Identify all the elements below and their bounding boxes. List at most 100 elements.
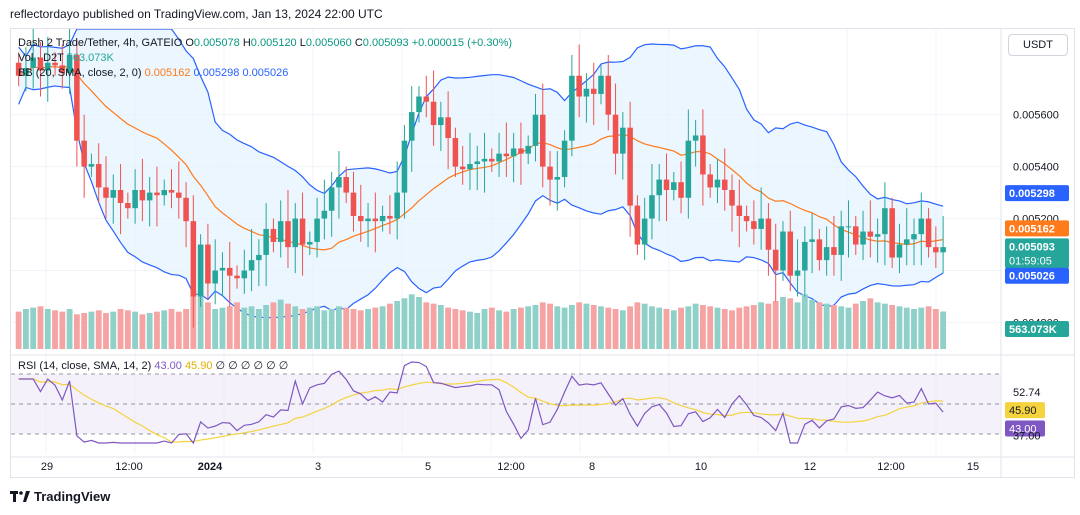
volume-bar [44, 309, 51, 349]
volume-bar [889, 305, 896, 349]
candle-body [452, 138, 459, 167]
volume-bar [663, 309, 670, 349]
candle-body [95, 164, 102, 188]
candle-body [219, 267, 226, 271]
tradingview-brand[interactable]: TradingView [10, 489, 110, 504]
candle-body [343, 177, 349, 193]
candle-body [474, 161, 481, 165]
candle-body [823, 247, 830, 261]
candle-body [547, 166, 553, 180]
bb-upper-line [18, 28, 944, 207]
volume-bar [510, 309, 517, 349]
legend-vol-value: 563.073K [66, 52, 114, 64]
candle-body [336, 177, 342, 188]
volume-bar [30, 307, 37, 349]
last-price-text: 0.005093 [1009, 241, 1055, 253]
candle-body [838, 226, 844, 255]
candle-body [751, 221, 757, 229]
volume-bar [248, 306, 255, 349]
volume-bar [823, 303, 830, 349]
candle-body [285, 221, 291, 248]
candle-body [226, 267, 233, 276]
bb-upper-badge [1005, 185, 1069, 202]
candle-body [161, 190, 167, 196]
volume-bar [925, 306, 932, 349]
candle-body [678, 182, 684, 198]
currency-button[interactable]: USDT [1008, 34, 1068, 56]
volume-bar [641, 303, 648, 349]
volume-bar [161, 310, 168, 349]
volume-bar [758, 302, 765, 349]
candle-body [467, 164, 473, 170]
chart-frame[interactable]: 0.0056000.0054000.0052000.0048000.005298… [10, 28, 1075, 478]
volume-bar [37, 306, 44, 349]
candle-body [714, 179, 721, 188]
volume-bar [95, 310, 102, 349]
legend-o-label: O [185, 37, 194, 49]
candle-body [197, 244, 204, 297]
candle-body [612, 114, 619, 154]
volume-bar [372, 307, 379, 349]
candle-body [234, 275, 240, 279]
legend-c-label: C [354, 37, 363, 49]
legend-rsi-row[interactable]: RSI (14, close, SMA, 14, 2) 43.00 45.90 … [18, 359, 288, 372]
candle-body [445, 117, 451, 139]
bb-mid-badge-text: 0.005162 [1009, 223, 1055, 235]
time-tick-label: 29 [41, 461, 53, 473]
volume-bar [474, 313, 481, 349]
volume-bar [743, 306, 750, 349]
volume-bar [911, 309, 917, 349]
legend-vol-row[interactable]: Vol · D2T 563.073K [18, 51, 512, 66]
volume-bar [787, 298, 794, 349]
volume-bar [845, 307, 852, 349]
legend-o: 0.005078 [193, 37, 240, 49]
volume-bar [226, 306, 233, 349]
candle-body [831, 247, 837, 255]
candle-body [729, 190, 735, 206]
legend-symbol-row[interactable]: Dash 2 Trade/Tether, 4h, GATEIO O0.00507… [18, 36, 512, 51]
volume-bar [263, 305, 270, 349]
last-price-badge [1005, 238, 1069, 269]
volume-bar [467, 311, 473, 349]
candle-body [59, 65, 66, 74]
candle-body [649, 195, 655, 219]
candle-body [292, 218, 299, 248]
candle-body [860, 231, 866, 245]
candle-body [802, 241, 808, 271]
candle-body [590, 88, 597, 94]
volume-bar [518, 307, 524, 349]
candle-body [685, 140, 692, 198]
candle-body [903, 239, 910, 245]
volume-bar [903, 307, 910, 349]
volume-bar [408, 294, 415, 349]
candle-body [438, 117, 444, 126]
volume-bar [634, 302, 641, 349]
volume-bar [765, 303, 772, 349]
candle-body [743, 215, 750, 222]
candle-body [358, 215, 364, 222]
volume-bar [321, 310, 328, 349]
candle-body [656, 179, 662, 196]
volume-bar [343, 307, 350, 349]
volume-bar [736, 307, 743, 349]
volume-bar [852, 303, 859, 349]
volume-bar [496, 310, 502, 349]
volume-bar [401, 298, 408, 349]
volume-bar [692, 303, 699, 349]
candle-body [510, 148, 517, 157]
legend-bb-row[interactable]: BB (20, SMA, close, 2, 0) 0.005162 0.005… [18, 66, 512, 81]
volume-bars [15, 289, 947, 349]
candle-body [401, 140, 408, 193]
volume-bar [794, 302, 801, 349]
volume-bar [314, 306, 321, 349]
legend-l-label: L [299, 37, 306, 49]
candle-body [765, 218, 772, 250]
volume-bar [59, 311, 66, 349]
volume-bar [568, 305, 575, 349]
volume-bar [277, 299, 284, 349]
volume-bar [81, 313, 88, 349]
price-chart[interactable]: 0.0056000.0054000.0052000.0048000.005298… [11, 28, 1074, 477]
candle-body [918, 218, 925, 235]
volume-bar [598, 306, 604, 349]
candle-body [867, 231, 874, 237]
